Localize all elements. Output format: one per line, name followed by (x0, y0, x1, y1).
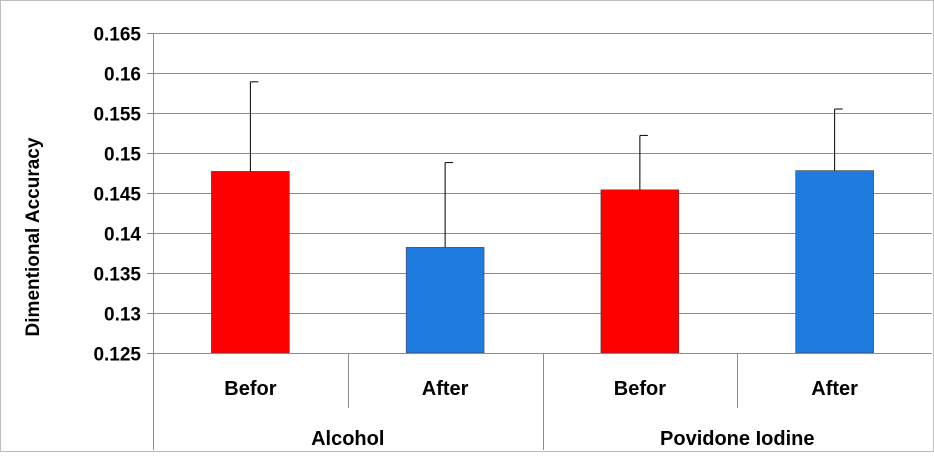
y-tick-label: 0.125 (93, 345, 141, 366)
x-tick-label: Befor (224, 378, 276, 400)
y-tick-label: 0.15 (104, 145, 141, 166)
bars (211, 81, 874, 354)
y-tick-label: 0.14 (104, 225, 141, 246)
bar (795, 170, 874, 354)
bar (211, 171, 290, 354)
y-tick-label: 0.155 (93, 105, 141, 126)
group-label: Alcohol (311, 428, 384, 450)
y-tick-label: 0.165 (93, 25, 141, 46)
y-tick-label: 0.13 (104, 305, 141, 326)
bar (405, 247, 485, 354)
x-tick-label: Befor (614, 378, 666, 400)
x-tick-label: After (422, 378, 469, 400)
y-tick-label: 0.16 (104, 65, 141, 86)
axes (147, 33, 932, 450)
bar (600, 189, 680, 354)
group-label: Povidone Iodine (660, 428, 814, 450)
y-tick-label: 0.145 (93, 185, 141, 206)
y-tick-label: 0.135 (93, 265, 141, 286)
y-axis-label: Dimentional Accuracy (23, 137, 44, 336)
labels: 0.125 0.13 0.135 0.14 0.145 0.15 0.155 0.16 0.16… (93, 25, 858, 451)
x-tick-label: After (811, 378, 858, 400)
